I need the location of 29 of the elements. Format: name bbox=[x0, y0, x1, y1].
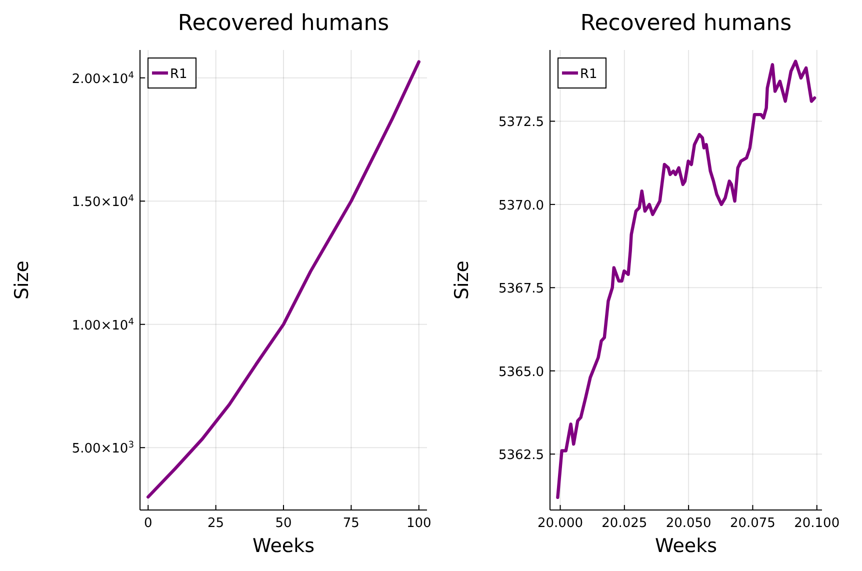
y-tick-label: 1.00×10$^{4}$ bbox=[72, 317, 134, 334]
x-axis-title: Weeks bbox=[252, 535, 314, 557]
y-tick-label: 5.00×10$^{3}$ bbox=[72, 440, 134, 457]
x-tick-label: 75 bbox=[342, 516, 360, 531]
x-axis-title: Weeks bbox=[655, 535, 717, 557]
x-tick-label: 20.075 bbox=[730, 516, 776, 531]
chart-title: Recovered humans bbox=[178, 11, 390, 36]
x-tick-label: 100 bbox=[406, 516, 432, 531]
y-axis-title: Size bbox=[451, 260, 473, 300]
x-tick-label: 20.000 bbox=[538, 516, 584, 531]
x-tick-label: 25 bbox=[208, 516, 224, 531]
legend-label: R1 bbox=[580, 67, 598, 82]
y-tick-label: 5362.5 bbox=[498, 448, 544, 464]
y-tick-label: 2.00×10$^{4}$ bbox=[72, 70, 134, 87]
x-tick-label: 50 bbox=[275, 516, 292, 531]
y-axis-title: Size bbox=[11, 260, 33, 300]
chart-title: Recovered humans bbox=[580, 11, 792, 36]
y-tick-label: 5370.0 bbox=[498, 198, 544, 214]
y-tick-label: 1.50×10$^{4}$ bbox=[72, 194, 134, 210]
legend-label: R1 bbox=[170, 67, 188, 82]
x-tick-label: 20.100 bbox=[794, 516, 840, 531]
y-tick-label: 5372.5 bbox=[498, 115, 544, 130]
x-tick-label: 20.025 bbox=[602, 516, 648, 531]
line-series bbox=[556, 60, 816, 499]
y-tick-label: 5367.5 bbox=[498, 282, 544, 297]
y-tick-label: 5365.0 bbox=[498, 364, 544, 380]
x-tick-label: 0 bbox=[144, 516, 152, 531]
x-tick-label: 20.050 bbox=[666, 516, 712, 531]
line-series bbox=[146, 60, 420, 499]
